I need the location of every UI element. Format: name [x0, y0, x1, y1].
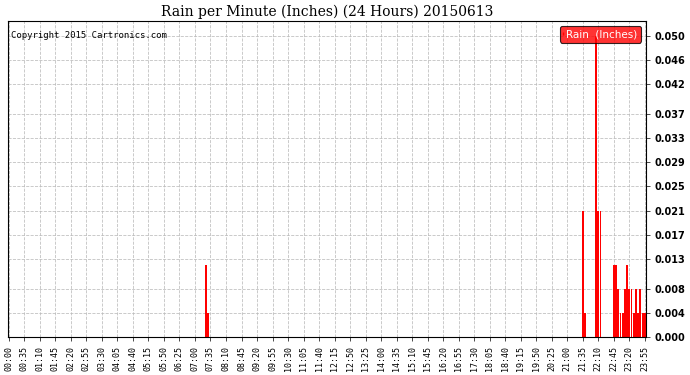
Bar	[205, 265, 207, 337]
Bar	[207, 313, 209, 337]
Legend: Rain  (Inches): Rain (Inches)	[560, 26, 641, 43]
Bar	[584, 313, 586, 337]
Bar	[598, 210, 599, 337]
Bar	[624, 289, 626, 337]
Title: Rain per Minute (Inches) (24 Hours) 20150613: Rain per Minute (Inches) (24 Hours) 2015…	[161, 4, 493, 18]
Bar	[618, 289, 619, 337]
Bar	[615, 265, 617, 337]
Bar	[613, 265, 615, 337]
Bar	[642, 313, 644, 337]
Bar	[638, 313, 639, 337]
Bar	[626, 265, 628, 337]
Bar	[640, 289, 641, 337]
Bar	[622, 313, 624, 337]
Bar	[635, 289, 637, 337]
Bar	[633, 313, 635, 337]
Bar	[629, 289, 630, 337]
Text: Copyright 2015 Cartronics.com: Copyright 2015 Cartronics.com	[11, 31, 167, 40]
Bar	[620, 313, 622, 337]
Bar	[631, 289, 633, 337]
Bar	[582, 210, 584, 337]
Bar	[595, 36, 597, 337]
Bar	[600, 210, 602, 337]
Bar	[644, 313, 646, 337]
